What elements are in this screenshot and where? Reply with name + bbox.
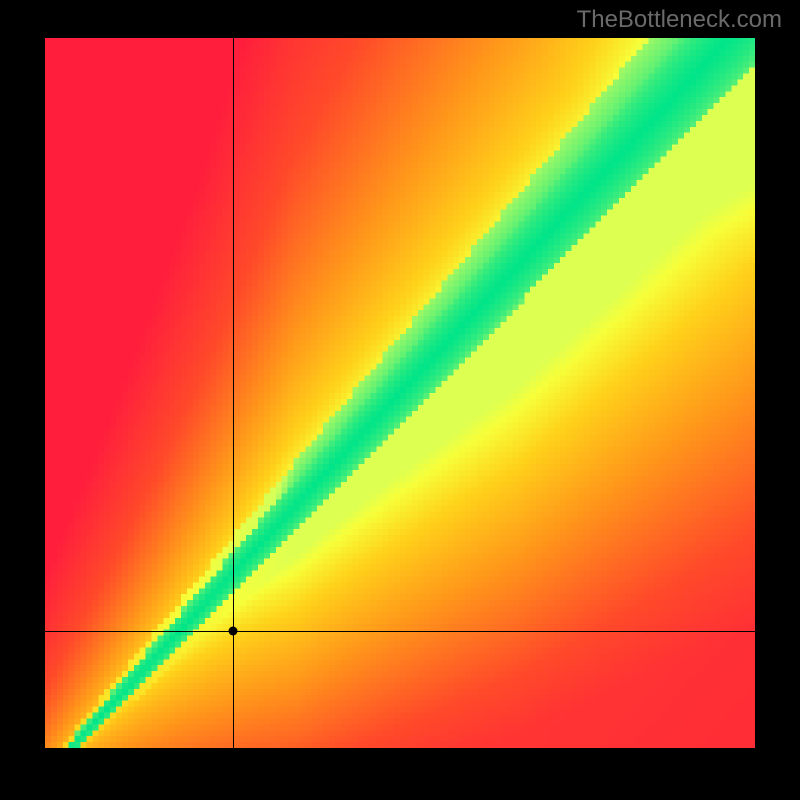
watermark-text: TheBottleneck.com (577, 6, 782, 34)
chart-container: TheBottleneck.com (0, 0, 800, 800)
heatmap-canvas (45, 38, 755, 748)
crosshair-vertical (233, 38, 234, 748)
plot-area (45, 38, 755, 748)
marker-dot (229, 626, 238, 635)
crosshair-horizontal (45, 631, 755, 632)
